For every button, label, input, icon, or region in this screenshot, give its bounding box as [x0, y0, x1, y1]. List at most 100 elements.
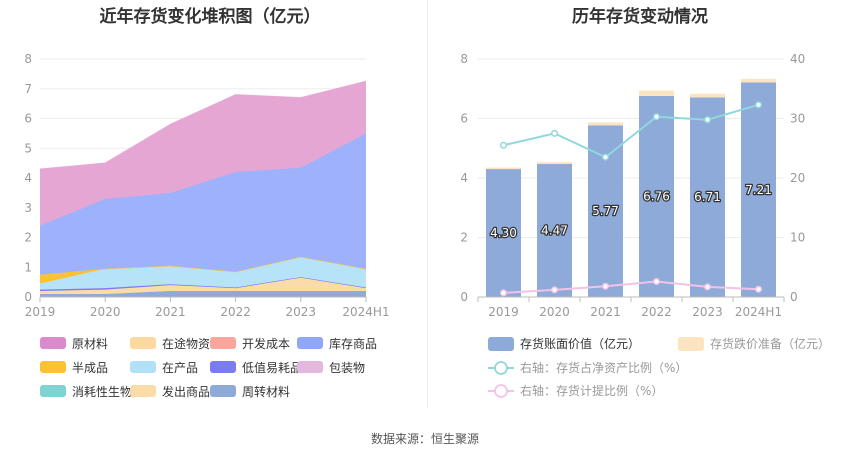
legend-label: 低值易耗品 — [242, 360, 302, 375]
legend-swatch — [297, 337, 323, 349]
x-tick-label: 2020 — [539, 305, 570, 319]
legend-swatch — [678, 337, 704, 351]
line-point — [550, 129, 559, 137]
y-tick-label: 8 — [24, 52, 32, 66]
y-tick-label: 0 — [460, 290, 468, 304]
y2-tick-label: 30 — [790, 112, 805, 126]
left-chart-title: 近年存货变化堆积图（亿元） — [99, 7, 321, 27]
bar-impairment-reserve — [639, 90, 674, 96]
bar-line-chart: 0 2 4 6 8 0 10 20 30 40 4.30 4.47 5.77 6.76 6.71 7.21 20… — [460, 52, 830, 398]
line-point — [703, 283, 712, 291]
y-tick-label: 7 — [24, 82, 32, 96]
y-tick-label: 0 — [24, 290, 32, 304]
y-tick-label: 8 — [460, 52, 468, 66]
x-tick-label: 2023 — [286, 305, 317, 319]
y-tick-label: 3 — [24, 201, 32, 215]
legend-swatch — [297, 361, 323, 373]
legend-label: 包装物 — [329, 361, 365, 375]
area-edge-原材料 — [39, 80, 367, 170]
line-inventory-to-net-assets — [503, 103, 759, 159]
bar-impairment-reserve — [537, 162, 572, 165]
legend-label: 在途物资 — [162, 336, 210, 351]
y-tick-label: 1 — [24, 260, 32, 274]
legend-label: 周转材料 — [242, 384, 290, 399]
x-tick-label: 2024H1 — [342, 305, 389, 319]
stacked-area-chart: 0 1 2 3 4 5 6 7 8 2019 2020 2021 2022 2023 2024H1 原材料 在途… — [24, 52, 389, 399]
panel-divider — [427, 0, 428, 408]
legend-marker — [494, 361, 508, 375]
data-source: 数据来源：恒生聚源 — [370, 432, 479, 446]
bar-book-value — [486, 169, 521, 297]
legend-label: 原材料 — [72, 337, 108, 351]
line-point — [601, 153, 610, 161]
area-在产品 — [40, 256, 366, 290]
y2-tick-label: 10 — [790, 231, 805, 245]
legend-label: 发出商品 — [162, 384, 210, 399]
legend-swatch — [130, 361, 156, 373]
bar-book-value — [690, 97, 725, 297]
line-point — [703, 116, 712, 124]
y-tick-label: 4 — [24, 171, 32, 185]
x-tick-label: 2022 — [641, 305, 672, 319]
legend-label: 在产品 — [162, 361, 198, 375]
y-tick-label: 2 — [24, 231, 32, 245]
legend-label: 库存商品 — [329, 336, 377, 351]
bar-impairment-reserve — [486, 167, 521, 170]
y-tick-label: 6 — [24, 112, 32, 126]
line-point — [754, 101, 763, 109]
line-point — [652, 277, 661, 286]
legend-swatch — [130, 337, 156, 349]
legend-swatch — [40, 361, 66, 373]
line-point — [499, 289, 508, 297]
bar-value-label: 4.47 — [541, 224, 568, 238]
x-tick-label: 2023 — [692, 305, 723, 319]
y2-tick-label: 40 — [790, 52, 805, 66]
x-tick-label: 2021 — [155, 305, 186, 319]
bar-book-value — [741, 82, 776, 297]
legend-label: 存货跌价准备（亿元） — [710, 336, 830, 351]
y-tick-label: 2 — [460, 231, 468, 245]
legend-label: 半成品 — [72, 361, 108, 375]
bar-impairment-reserve — [741, 78, 776, 83]
x-tick-label: 2019 — [488, 305, 519, 319]
y2-tick-label: 20 — [790, 171, 805, 185]
legend-swatch — [40, 337, 66, 349]
legend-swatch — [40, 385, 66, 397]
legend-swatch — [210, 337, 236, 349]
bar-book-value — [639, 95, 674, 297]
line-point — [601, 282, 610, 290]
legend-label: 右轴：存货计提比例（%） — [520, 383, 663, 398]
bar-value-label: 7.21 — [745, 183, 772, 197]
bar-value-label: 4.30 — [490, 226, 517, 240]
line-point — [652, 113, 661, 121]
bar-impairment-reserve — [690, 93, 725, 98]
legend-label: 开发成本 — [242, 336, 290, 351]
bar-value-label: 6.76 — [643, 189, 670, 203]
x-tick-label: 2021 — [590, 305, 621, 319]
area-原材料 — [40, 81, 366, 226]
x-tick-label: 2022 — [220, 305, 251, 319]
y-tick-label: 6 — [460, 112, 468, 126]
x-tick-label: 2024H1 — [735, 305, 782, 319]
y2-tick-label: 0 — [790, 290, 798, 304]
legend-swatch — [488, 337, 514, 351]
right-chart-title: 历年存货变动情况 — [572, 7, 708, 27]
legend-swatch — [210, 361, 236, 373]
legend-swatch — [130, 385, 156, 397]
x-tick-label: 2020 — [90, 305, 121, 319]
bar-book-value — [537, 164, 572, 297]
bar-value-label: 5.77 — [592, 204, 619, 218]
area-发出商品 — [40, 277, 366, 295]
line-point — [550, 286, 559, 294]
legend-swatch — [210, 385, 236, 397]
line-provision-ratio — [503, 280, 759, 294]
legend-label: 存货账面价值（亿元） — [520, 336, 640, 351]
x-tick-label: 2019 — [25, 305, 56, 319]
area-周转材料 — [40, 291, 366, 297]
bar-value-label: 6.71 — [694, 190, 721, 204]
legend-marker — [494, 384, 508, 398]
legend-label: 右轴：存货占净资产比例（%） — [520, 360, 687, 375]
bar-impairment-reserve — [588, 122, 623, 126]
line-point — [499, 141, 508, 149]
y-tick-label: 5 — [24, 141, 32, 155]
